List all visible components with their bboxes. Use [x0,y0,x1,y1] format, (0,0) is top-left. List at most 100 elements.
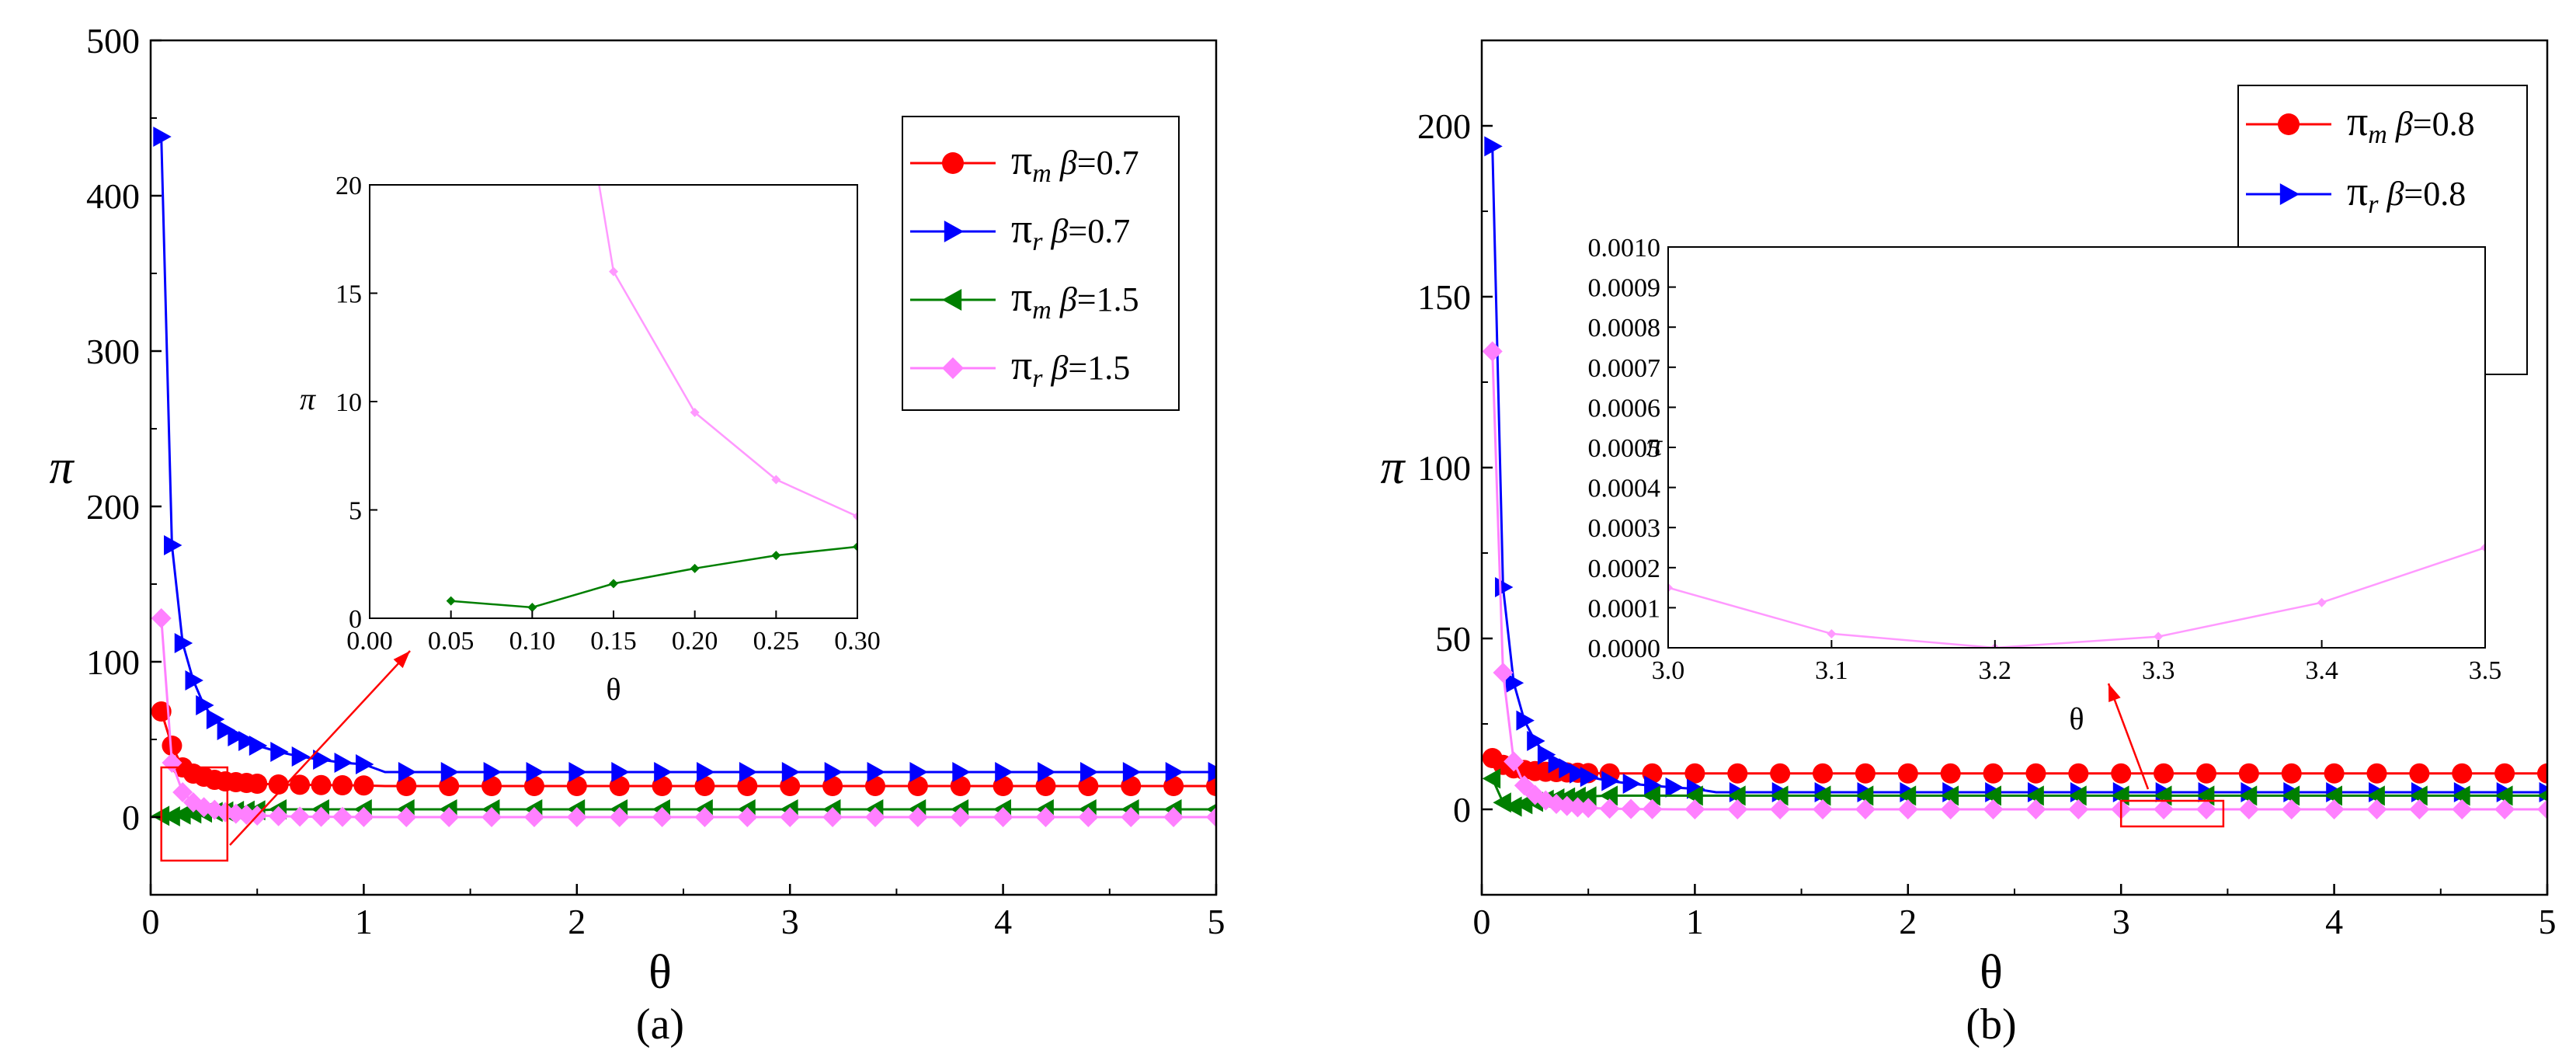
legend-label: πm β=1.5 [1011,273,1139,325]
series-1-point [440,762,460,782]
series-0-point [162,736,183,756]
series-1-point [1570,763,1588,784]
series-0-point [2281,763,2302,784]
series-0-point [822,776,843,796]
inset-y-tick-label: 0.0007 [1588,354,1661,383]
series-1-point [568,762,587,782]
series-1-point [1580,767,1599,788]
series-2-point [2494,785,2513,806]
series-2-point [1983,785,2001,806]
series-3-point [2452,799,2473,819]
series-2-point [1684,785,1703,806]
series-3-point [1940,799,1961,819]
x-tick-label: 5 [1208,902,1225,941]
y-tick-label: 0 [1453,790,1471,830]
x-tick-label: 3 [781,902,799,941]
zoom-box [2119,799,2225,828]
x-tick-label: 4 [2325,902,2343,941]
inset-series-1-point [527,603,537,613]
inset-x-tick-label: 0.20 [672,627,718,656]
inset-x-tick-label: 0.15 [590,627,637,656]
inset-x-tick-label: 3.3 [2142,656,2175,685]
series-1-point [228,726,246,746]
series-1-point [185,670,203,691]
series-3-point [993,807,1013,827]
x-tick-label: 2 [1899,902,1917,941]
series-1-point [1079,762,1099,782]
inset-y-tick-label: 20 [335,172,362,200]
series-1-point [1038,762,1056,782]
series-2-point [151,805,170,826]
series-0-point [1897,763,1918,784]
y-tick-label: 100 [1417,448,1471,488]
series-2-point [162,806,180,826]
inset-series-0-point [2317,597,2327,607]
inset-x-tick-label: 3.2 [1979,656,2012,685]
series-1-point [217,720,236,740]
series-2-point [1482,768,1501,789]
series-1-point [781,762,801,782]
series-3-point [2195,799,2216,819]
inset-x-tick-label: 0.05 [428,627,475,656]
series-2-point [2537,790,2547,802]
series-0-point [1035,776,1056,796]
series-1-point [1644,775,1663,796]
series-1-point [611,762,630,782]
x-tick-label: 1 [355,902,373,941]
series-0-point [2238,763,2259,784]
series-0-point [780,776,801,796]
series-2-point [1770,785,1789,806]
inset-y-tick-label: 0.0003 [1588,514,1661,543]
legend-marker [942,357,964,379]
series-2-point [2281,785,2300,806]
series-0-point [566,776,587,796]
series-0-point [907,776,928,796]
series-1-point [153,127,172,147]
series-3-point [481,807,502,827]
inset-y-tick-label: 0.0006 [1588,394,1661,423]
series-2-point [1599,785,1618,806]
series-1-point [1484,136,1503,157]
series-1-point [483,762,502,782]
series-3-point [268,805,289,826]
legend-label: πr β=1.5 [1011,342,1130,393]
x-tick-label: 0 [1473,902,1491,941]
series-3-point [1163,807,1184,827]
series-1-point [952,762,971,782]
series-0-point [1855,763,1876,784]
series-3-point [1897,799,1918,819]
panel-label: (b) [1966,1000,2016,1049]
series-0-point [2537,763,2547,784]
series-1-point [867,762,885,782]
series-0-point [523,776,544,796]
inset-series-1-point [690,563,700,573]
series-3-point [1121,807,1142,827]
series-1-point [174,633,193,653]
inset-y-axis-label: π [1646,427,1663,462]
series-3-point [2238,799,2259,819]
series-2-point [2324,785,2342,806]
series-1-point [995,762,1013,782]
series-0-point [1813,763,1834,784]
y-tick-label: 0 [122,798,140,837]
series-0-point [1940,763,1961,784]
series-3-point [2068,799,2089,819]
series-1-point [739,762,758,782]
inset-y-tick-label: 0.0010 [1588,234,1661,263]
series-3-point [2537,799,2547,819]
inset-y-tick-label: 0.0008 [1588,314,1661,343]
series-1-point [1208,762,1216,782]
series-3-point [311,806,332,827]
y-tick-label: 200 [86,487,140,527]
inset-y-tick-label: 0.0001 [1588,594,1661,623]
inset-series-line-0 [1668,546,2485,648]
series-2-point [1514,794,1533,815]
inset-series-1-point [446,596,456,606]
x-tick-label: 2 [568,902,586,941]
inset-series-0-point [771,475,781,485]
series-3-point [332,806,353,827]
legend-marker [942,152,964,174]
y-tick-label: 150 [1417,277,1471,317]
